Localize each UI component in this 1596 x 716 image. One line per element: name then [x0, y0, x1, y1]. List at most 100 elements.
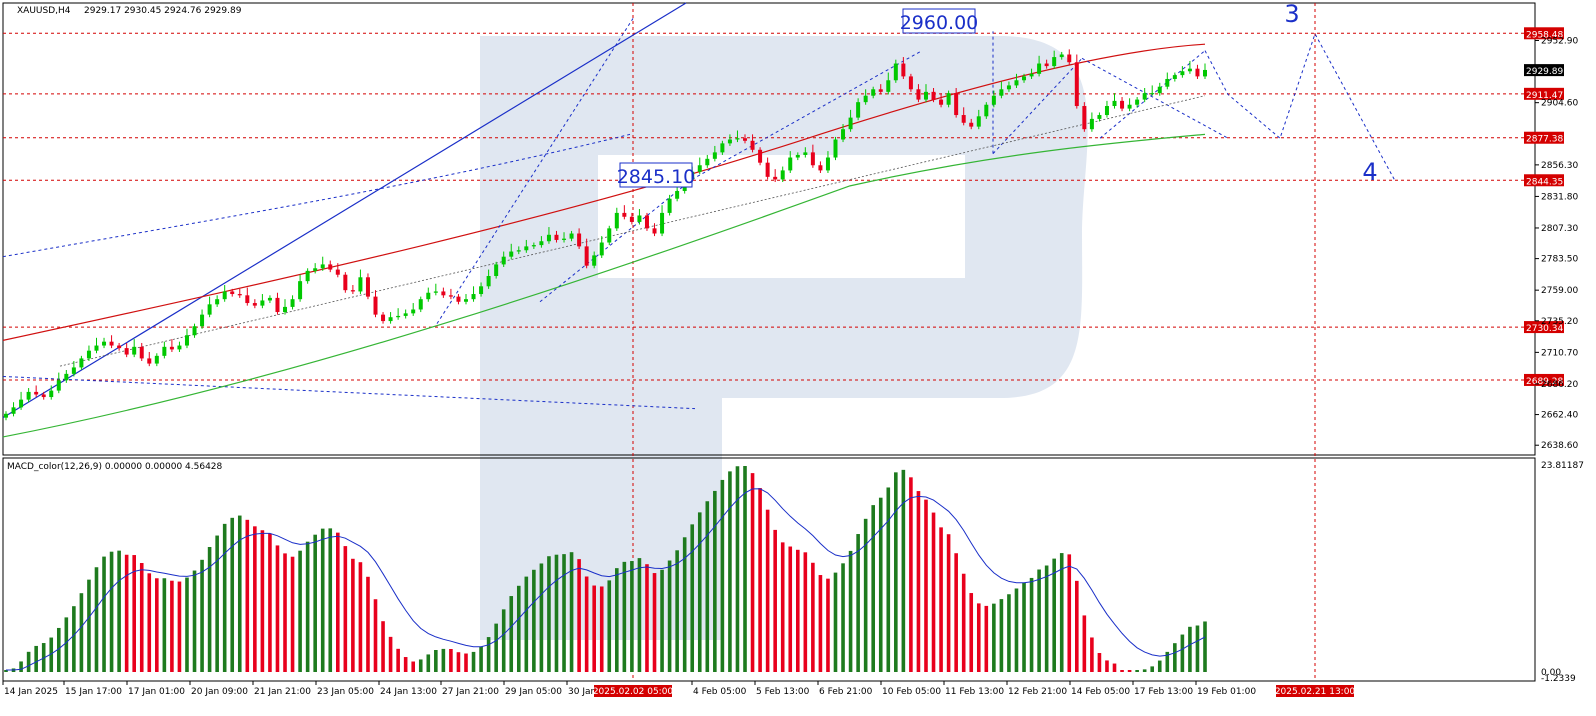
blue-uptrend-line [2, 2, 687, 419]
candle-body [192, 326, 197, 336]
level-label-bg [1524, 131, 1564, 144]
level-label: 2958.48 [1526, 30, 1563, 40]
current-price-bg [1524, 64, 1564, 77]
macd-bar [863, 518, 868, 672]
candle-body [667, 198, 672, 213]
macd-tick-label: 23.81187 [1541, 461, 1584, 471]
level-label: 2844.35 [1526, 177, 1563, 187]
candle-body [313, 268, 318, 271]
annotation-box-low[interactable]: 2845.10 [617, 162, 696, 188]
candle-body [660, 212, 665, 234]
macd-bar [335, 532, 340, 672]
candle-body [697, 165, 702, 172]
macd-tick-label: 0.00 [1541, 668, 1561, 678]
macd-bar [26, 651, 31, 672]
annotation-box-high[interactable]: 2960.00 [900, 8, 979, 34]
candle-body [1127, 104, 1132, 109]
candle-body [705, 158, 710, 166]
macd-bar [283, 553, 287, 672]
candle-body [961, 115, 966, 123]
candle-body [916, 89, 921, 100]
time-tick-label: 29 Jan 05:00 [505, 687, 562, 697]
candle-body [1195, 68, 1200, 77]
candle-body [878, 89, 883, 92]
macd-bar [554, 554, 559, 672]
macd-bar [441, 648, 446, 672]
blue-dashed-upper [2, 133, 631, 258]
candle-body [644, 215, 649, 229]
macd-bar [803, 552, 808, 672]
macd-bar [1090, 637, 1094, 672]
macd-bar [667, 560, 672, 672]
macd-bar [1203, 621, 1207, 672]
macd-tick-label: -1.2339 [1541, 674, 1576, 684]
candle-body [441, 291, 446, 296]
candle-body [795, 154, 800, 158]
candle-body [516, 250, 521, 252]
time-tick-label: 17 Feb 13:00 [1134, 687, 1193, 697]
candle-body [652, 228, 657, 234]
price-tick-label: 2710.70 [1541, 348, 1578, 358]
macd-bar [660, 569, 664, 672]
level-label-bg [1524, 373, 1564, 386]
candle-body [86, 350, 91, 359]
macd-bar [215, 535, 219, 672]
candle-body [124, 348, 129, 355]
candle-body [893, 63, 898, 81]
candle-body [622, 212, 627, 217]
macd-bar [1097, 653, 1102, 672]
macd-bar [403, 657, 408, 672]
macd-bar [758, 488, 762, 672]
macd-bar [788, 546, 793, 672]
candle-body [1089, 118, 1094, 130]
candle-body [328, 264, 333, 270]
candle-body [448, 295, 453, 297]
green-moving-average [2, 133, 1206, 438]
candle-body [614, 212, 619, 229]
time-tick-label: 4 Feb 05:00 [693, 687, 747, 697]
macd-bar [750, 473, 755, 672]
candle-body [411, 309, 416, 314]
candle-body [396, 315, 401, 318]
header-ohlc: 2929.17 2930.45 2924.76 2929.89 [84, 6, 242, 16]
candle-body [290, 299, 295, 307]
macd-bar [87, 579, 91, 672]
candle-body [1052, 57, 1057, 67]
candle-body [267, 297, 272, 301]
macd-bar [396, 648, 400, 672]
candle-body [373, 296, 378, 315]
macd-bar [652, 573, 657, 672]
macd-bar [1150, 666, 1155, 672]
time-axis: 14 Jan 2025 15 Jan 17:00 17 Jan 01:00 20 Ja… [2, 681, 1355, 697]
macd-bar [1173, 643, 1177, 672]
candle-body [931, 91, 936, 100]
price-tick-label: 2831.80 [1541, 192, 1578, 202]
macd-bar [109, 551, 114, 672]
candle-body [727, 139, 732, 144]
candle-body [1203, 69, 1207, 77]
macd-bar [901, 469, 906, 672]
macd-bar [207, 547, 212, 672]
macd-bar [1014, 588, 1019, 672]
wave-zigzag-1 [436, 18, 634, 324]
candle-body [991, 95, 996, 105]
candle-body [637, 215, 642, 222]
macd-bar [916, 491, 921, 672]
candle-body [177, 345, 182, 350]
macd-bar [878, 497, 883, 672]
macd-bar [946, 534, 951, 672]
macd-bar [1188, 626, 1192, 672]
macd-bar [524, 576, 529, 672]
macd-bar [577, 559, 581, 672]
blue-dashed-lower [2, 375, 696, 410]
macd-bar [132, 555, 136, 672]
inner-channel-dashed [59, 95, 1206, 367]
macd-bar [690, 524, 695, 672]
macd-bar [1127, 670, 1132, 672]
macd-histogram [4, 466, 1207, 672]
macd-bar [705, 501, 710, 672]
wave-zigzag-2 [539, 179, 693, 303]
candle-body [26, 391, 31, 400]
candle-body [34, 391, 39, 395]
